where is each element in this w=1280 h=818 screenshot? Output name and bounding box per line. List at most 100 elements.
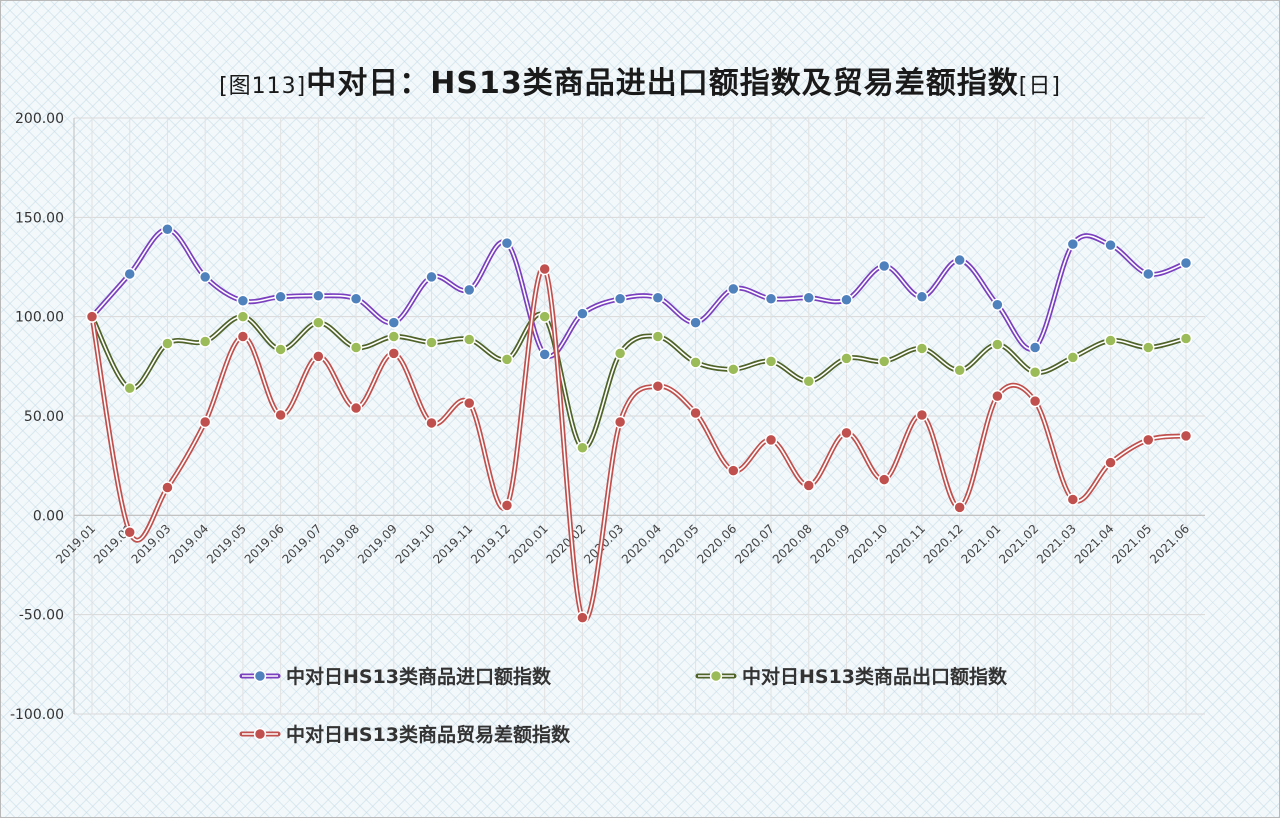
data-point [877,473,891,486]
x-tick-label: 2019.09 [355,522,400,567]
data-point [651,379,665,393]
data-point [312,350,325,363]
data-point [161,481,174,494]
x-tick-label: 2019.08 [317,522,362,567]
series-line-inner [91,267,1187,621]
data-point [123,381,136,395]
data-point [274,343,287,356]
data-point [953,364,966,377]
data-point [613,347,627,360]
data-point [1142,433,1155,447]
data-point [1104,238,1117,252]
legend: 中对日HS13类商品进口额指数 中对日HS13类商品出口额指数中对日HS13类商品… [239,665,1008,746]
data-point [236,310,250,323]
x-tick-label: 2019.01 [53,522,98,567]
data-point [500,499,514,512]
data-point [198,415,212,429]
data-point [764,433,778,447]
data-point [349,341,363,354]
data-point [1066,351,1080,364]
x-tick-label: 2019.12 [468,522,513,567]
data-point [840,426,853,440]
data-point [538,310,551,323]
y-tick-label: -50.00 [19,608,64,624]
data-point [538,262,551,276]
legend-label: 中对日HS13类商品贸易差额指数 [286,723,571,746]
data-point [1066,237,1080,251]
series-2 [85,310,1193,455]
x-tick-label: 2019.10 [393,522,438,567]
data-point [613,292,627,306]
data-point [953,253,966,267]
data-point [161,337,174,350]
x-axis: 2019.012019.022019.032019.042019.052019.… [53,514,1205,567]
data-point [802,374,816,388]
data-point [500,353,514,366]
x-tick-label: 2021.02 [996,522,1041,567]
data-point [123,267,136,281]
data-point [840,293,853,307]
x-tick-label: 2019.06 [242,522,287,567]
data-point [1028,366,1042,379]
data-point [764,355,778,368]
data-point [349,401,363,415]
data-point [1142,341,1155,354]
data-point [198,335,212,348]
chart-title-main: 中对日：HS13类商品进出口额指数及贸易差额指数 [306,66,1019,101]
x-tick-label: 2021.04 [1072,522,1117,567]
x-tick-label: 2021.03 [1034,522,1079,567]
data-point [198,270,212,284]
data-point [991,389,1004,403]
data-point [312,289,325,303]
data-point [991,338,1004,351]
data-point [1142,267,1155,281]
data-point [689,356,702,369]
data-point [576,611,589,624]
y-tick-label: 50.00 [24,409,64,425]
x-tick-label: 2019.07 [279,522,324,567]
series-line-inner [91,313,1187,449]
data-point [236,330,250,343]
data-point [123,525,136,539]
chart-title: [图113]中对日：HS13类商品进出口额指数及贸易差额指数[日] [0,58,1280,102]
data-point [425,270,438,284]
data-point [1104,456,1117,469]
data-point [651,291,665,305]
data-point [274,290,287,304]
chart-title-suffix: [日] [1018,74,1061,99]
data-point [425,416,438,430]
y-axis: 200.00 150.00 100.00 50.00 0.00 -50.00 -100.00 [10,111,75,723]
data-point [651,330,665,343]
y-tick-label: 200.00 [15,111,64,127]
data-point [915,290,929,304]
y-tick-label: -100.00 [10,707,64,723]
data-point [915,342,929,355]
x-tick-label: 2020.06 [694,522,739,567]
data-point [915,408,929,422]
data-point [161,223,174,236]
data-point [274,408,287,422]
x-tick-label: 2020.12 [921,522,966,567]
y-tick-label: 100.00 [15,310,64,326]
x-tick-label: 2020.08 [770,522,815,567]
data-point [576,441,589,455]
data-point [236,294,250,308]
data-point [613,415,627,429]
x-tick-label: 2020.05 [657,522,702,567]
data-point [538,348,551,361]
legend-marker [253,727,267,741]
data-point [387,347,401,360]
x-tick-label: 2020.07 [732,522,777,567]
data-point [576,307,589,320]
data-point [425,336,438,349]
legend-marker [709,669,723,683]
data-point [1179,256,1193,270]
data-point [349,292,363,306]
data-point [500,236,514,250]
series-layer [85,223,1193,624]
x-tick-label: 2019.05 [204,522,249,567]
x-tick-label: 2019.04 [166,522,211,567]
y-tick-label: 0.00 [33,508,64,524]
